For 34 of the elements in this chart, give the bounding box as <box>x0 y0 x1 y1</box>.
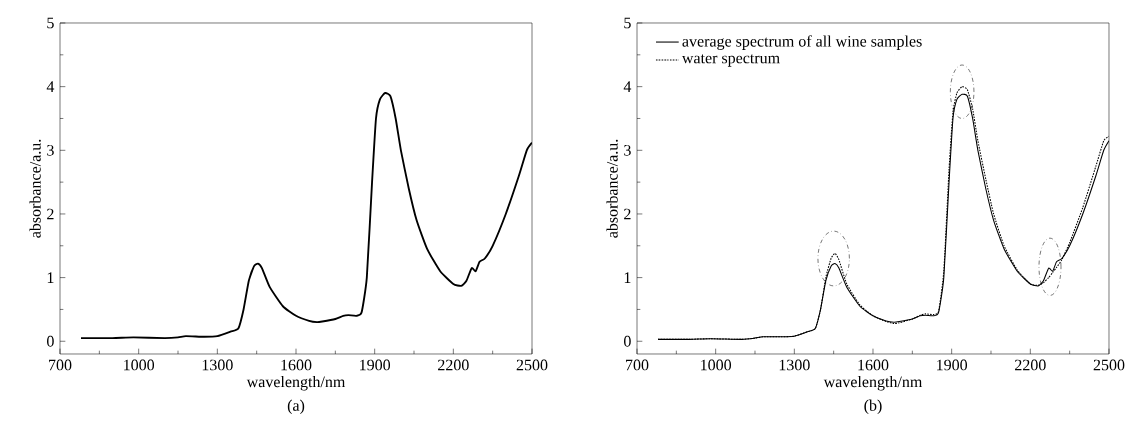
x-tick-label: 1000 <box>701 359 732 371</box>
y-tick-label: 1 <box>624 272 631 283</box>
x-tick-label: 1300 <box>202 359 233 371</box>
text: (a) <box>287 399 305 415</box>
x-tick-label: 2500 <box>516 359 548 371</box>
y-tick-label: 4 <box>46 81 55 92</box>
legend-label: water spectrum <box>681 54 780 67</box>
x-tick-label: 2500 <box>1093 359 1125 371</box>
y-axis-title: absorbance/a.u. <box>29 139 41 238</box>
x-tick-label: 1900 <box>360 359 391 371</box>
x-tick-label: 700 <box>626 359 649 371</box>
x-tick-label: 1900 <box>937 359 968 371</box>
y-axis-title: absorbance/a.u. <box>606 139 618 238</box>
y-tick-label: 2 <box>624 208 631 220</box>
y-tick-label: 1 <box>47 272 54 283</box>
y-tick-label: 0 <box>624 335 631 347</box>
x-tick-label: 1000 <box>124 359 155 371</box>
y-tick-label: 0 <box>47 335 54 347</box>
x-axis-title: wavelength/nm <box>246 375 346 391</box>
legend-label: average spectrum of all wine samples <box>682 35 922 50</box>
y-tick-label: 3 <box>47 144 54 156</box>
x-tick-label: 1300 <box>779 359 810 371</box>
x-tick-label: 2200 <box>438 359 469 371</box>
y-tick-label: 2 <box>47 208 54 220</box>
y-tick-label: 5 <box>624 17 631 29</box>
x-axis-title: wavelength/nm <box>823 375 923 391</box>
y-tick-label: 4 <box>623 81 632 92</box>
x-tick-label: 700 <box>49 359 72 371</box>
x-tick-label: 1600 <box>858 359 889 371</box>
y-tick-label: 5 <box>47 17 54 29</box>
x-tick-label: 2200 <box>1015 359 1046 371</box>
text: (b) <box>864 399 882 415</box>
x-tick-label: 1600 <box>281 359 312 371</box>
y-tick-label: 3 <box>624 144 631 156</box>
